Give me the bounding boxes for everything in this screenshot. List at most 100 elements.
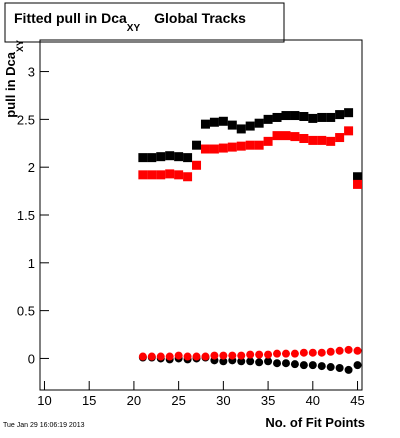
point [326,112,336,122]
point [281,131,291,141]
point [281,359,290,368]
point [281,111,291,121]
point [210,351,219,360]
point [290,349,299,358]
point [236,141,246,151]
point [290,132,300,142]
point [192,352,201,361]
title-suffix: Global Tracks [154,10,246,26]
point [174,152,184,162]
point [183,352,192,361]
point [227,120,237,130]
point [236,124,246,134]
point [147,153,157,163]
point [353,172,363,182]
point [308,113,318,123]
point [245,140,255,150]
point [200,119,210,129]
point [218,143,228,153]
point [138,170,148,180]
point [326,136,336,146]
x-tick-label: 25 [171,393,185,408]
point [263,114,273,124]
point [245,121,255,131]
chart-title: Fitted pull in DcaXY Global Tracks [14,10,246,34]
point [273,359,282,368]
point [335,346,344,355]
x-tick-label: 45 [350,393,364,408]
timestamp: Tue Jan 29 16:06:19 2013 [3,422,85,429]
point [165,151,175,161]
point [192,140,202,150]
point [344,108,354,118]
point [317,112,327,122]
point [317,135,327,145]
x-tick-label: 10 [37,393,51,408]
point [299,361,308,370]
point [156,152,166,162]
point [290,360,299,369]
point [263,136,273,146]
x-tick-label: 20 [127,393,141,408]
point [344,345,353,354]
point [353,361,362,370]
point [272,131,282,141]
point [290,111,300,121]
point [326,363,335,372]
x-axis-title: No. of Fit Points [265,415,365,430]
point [308,135,318,145]
point [209,117,219,127]
point [299,348,308,357]
y-title-text: pull in Dca [3,51,18,118]
y-tick-label: 1.5 [17,208,35,223]
point [201,352,210,361]
y-axis-title: pull in DcaXY [3,40,25,118]
point [264,350,273,359]
x-tick-label: 15 [82,393,96,408]
title-subscript: XY [127,23,141,34]
point [308,361,317,370]
title-box [4,2,285,43]
point [174,351,183,360]
point [174,170,184,180]
point [183,172,193,182]
x-tick-label: 30 [216,393,230,408]
point [138,153,148,163]
point [299,112,309,122]
point [299,133,309,143]
point [317,362,326,371]
point [254,118,264,128]
x-tick-label: 35 [261,393,275,408]
point [156,170,166,180]
point [147,170,157,180]
y-title-subscript: XY [15,40,25,52]
point [255,350,264,359]
point [165,169,175,179]
point [308,348,317,357]
point [227,142,237,152]
y-tick-label: 0 [28,351,35,366]
point [281,349,290,358]
point [209,144,219,154]
point [246,350,255,359]
point [219,351,228,360]
point [317,348,326,357]
point [264,357,273,366]
point [272,112,282,122]
x-tick-label: 40 [306,393,320,408]
point [344,126,354,136]
y-tick-label: 0.5 [17,304,35,319]
point [246,357,255,366]
point [156,352,165,361]
point [255,358,264,367]
y-tick-label: 2.5 [17,112,35,127]
point [165,352,174,361]
point [192,160,202,170]
point [183,153,193,163]
y-tick-label: 1 [28,256,35,271]
y-tick-label: 2 [28,160,35,175]
point [237,357,246,366]
point [344,365,353,374]
